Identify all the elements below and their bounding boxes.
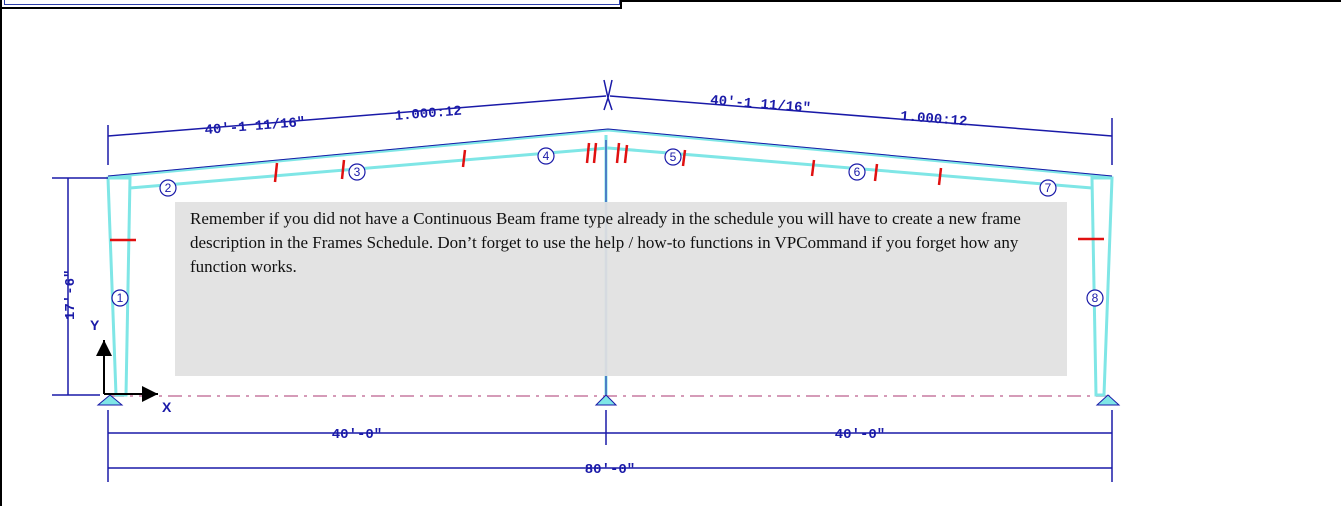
- note-text: Remember if you did not have a Continuou…: [190, 209, 1021, 276]
- stiffener: [937, 167, 943, 186]
- svg-text:4: 4: [543, 149, 550, 163]
- svg-text:3: 3: [354, 165, 361, 179]
- stiffener: [585, 142, 591, 164]
- top-dimensions: [107, 79, 1113, 165]
- left-column: [106, 176, 132, 397]
- top-tab-inner: [4, 0, 620, 5]
- left-rafter-top: [107, 128, 1113, 179]
- right-slope: 1.000:12: [900, 109, 968, 130]
- stiffener: [461, 149, 467, 168]
- stiffener: [273, 162, 279, 183]
- x-axis-label: X: [162, 399, 172, 415]
- rafter-bottom: [129, 146, 1093, 190]
- bottom-dimensions: [107, 410, 1113, 482]
- member-marker-1: 1: [111, 289, 129, 307]
- member-marker-4: 4: [537, 147, 555, 165]
- stiffener: [592, 142, 598, 164]
- total-width: 80'-0": [585, 462, 635, 478]
- note-box: [175, 202, 1067, 376]
- right-support-icon: [1095, 394, 1121, 406]
- left-support-icon: [96, 394, 124, 406]
- member-number-markers: 1 2 3 4 5 6 7 8: [111, 147, 1104, 307]
- center-support-icon: [594, 394, 618, 406]
- stiffeners: [110, 142, 1104, 242]
- stiffener: [615, 142, 621, 164]
- eave-height: 17'-6": [63, 270, 79, 320]
- svg-text:6: 6: [854, 165, 861, 179]
- top-tab: [0, 0, 622, 9]
- top-dim-line-right: [609, 95, 1113, 137]
- supports: [96, 394, 1121, 406]
- left-rafter-length: 40'-1 11/16": [204, 115, 306, 139]
- stiffener: [810, 159, 816, 177]
- left-slope: 1.000:12: [394, 104, 462, 125]
- member-marker-6: 6: [848, 163, 866, 181]
- member-marker-3: 3: [348, 163, 366, 181]
- stiffener: [623, 144, 629, 164]
- axis-indicator: [96, 340, 158, 402]
- right-column: [1090, 176, 1114, 397]
- break-mark: [603, 79, 613, 111]
- rafter-outline: [107, 128, 1113, 177]
- member-marker-5: 5: [664, 148, 682, 166]
- svg-text:8: 8: [1092, 291, 1099, 305]
- stiffener: [340, 159, 346, 180]
- member-marker-7: 7: [1039, 179, 1057, 197]
- svg-text:5: 5: [670, 150, 677, 164]
- svg-text:2: 2: [165, 181, 172, 195]
- right-rafter-length: 40'-1 11/16": [710, 93, 812, 117]
- svg-text:1: 1: [117, 291, 124, 305]
- svg-text:7: 7: [1045, 181, 1052, 195]
- y-axis-label: Y: [90, 317, 100, 333]
- member-marker-8: 8: [1086, 289, 1104, 307]
- top-dim-line-left: [107, 95, 607, 137]
- left-bay-width: 40'-0": [332, 427, 382, 443]
- eave-height-dimension: [52, 177, 108, 396]
- right-bay-width: 40'-0": [835, 427, 885, 443]
- stiffener: [873, 163, 879, 182]
- stiffener: [681, 149, 687, 167]
- member-marker-2: 2: [159, 179, 177, 197]
